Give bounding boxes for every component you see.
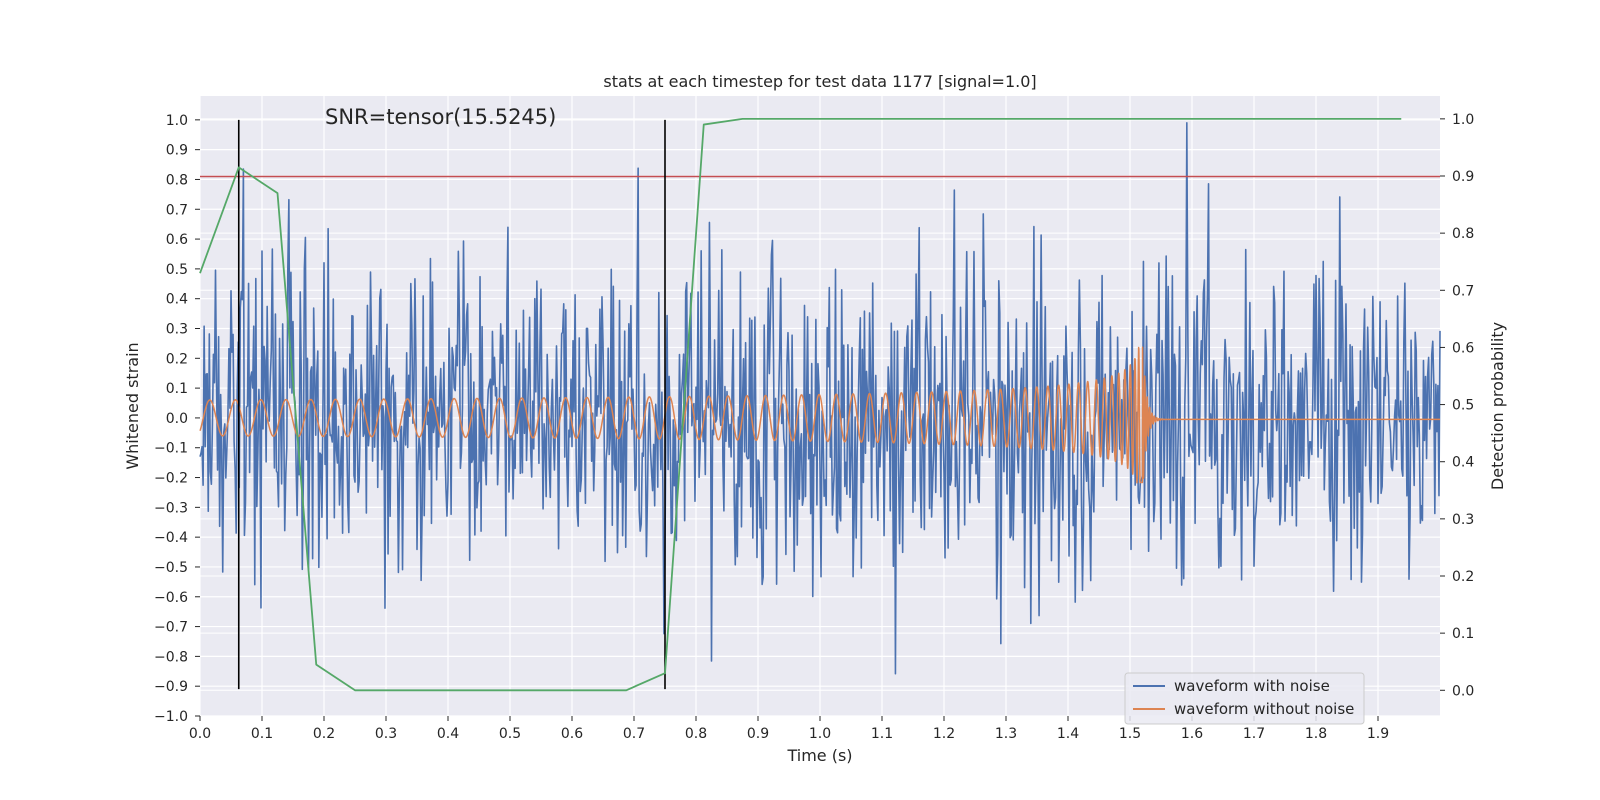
y-axis-label: Whitened strain — [123, 342, 142, 469]
y2-tick-label: 0.8 — [1452, 226, 1474, 242]
x-tick-label: 0.7 — [623, 726, 645, 742]
y-tick-label: −0.5 — [154, 560, 188, 576]
x-tick-label: 0.3 — [375, 726, 397, 742]
y-tick-label: −0.7 — [154, 620, 188, 636]
legend-label-noise: waveform with noise — [1174, 677, 1330, 695]
y-axis-ticks: −1.0 −0.9 −0.8 −0.7 −0.6 −0.5 −0.4 −0.3 −0.2 −0.1… — [154, 113, 200, 725]
y-tick-label: −0.9 — [154, 679, 188, 695]
y-tick-label: 1.0 — [166, 113, 188, 129]
x-tick-label: 1.4 — [1057, 726, 1079, 742]
legend-label-clean: waveform without noise — [1174, 700, 1354, 718]
x-tick-label: 1.2 — [933, 726, 955, 742]
x-tick-label: 0.9 — [747, 726, 769, 742]
y2-tick-label: 0.2 — [1452, 569, 1474, 585]
gridlines — [199, 96, 1440, 717]
y2-tick-label: 0.1 — [1452, 626, 1474, 642]
y2-tick-label: 0.4 — [1452, 455, 1474, 471]
y2-axis-label: Detection probability — [1488, 322, 1507, 490]
x-tick-label: 0.0 — [189, 726, 211, 742]
y2-axis-ticks: 0.0 0.1 0.2 0.3 0.4 0.5 0.6 0.7 0.8 0.9 1.0 — [1440, 112, 1474, 699]
x-tick-label: 1.9 — [1367, 726, 1389, 742]
y-tick-label: −0.2 — [154, 471, 188, 487]
y2-tick-label: 1.0 — [1452, 112, 1474, 128]
y2-tick-label: 0.7 — [1452, 283, 1474, 299]
x-tick-label: 0.8 — [685, 726, 707, 742]
x-tick-label: 0.5 — [499, 726, 521, 742]
y-tick-label: 0.7 — [166, 202, 188, 218]
x-axis-ticks: 0.0 0.1 0.2 0.3 0.4 0.5 0.6 0.7 0.8 0.9 1.0 1.1 1.2 1… — [189, 716, 1389, 742]
x-tick-label: 1.8 — [1305, 726, 1327, 742]
series-noise-line — [199, 122, 1441, 675]
legend: waveform with noise waveform without noi… — [1124, 672, 1365, 725]
y-tick-label: 0.5 — [166, 262, 188, 278]
y2-tick-label: 0.9 — [1452, 169, 1474, 185]
y-tick-label: −0.6 — [154, 590, 188, 606]
x-tick-label: 1.6 — [1181, 726, 1203, 742]
chart-title: stats at each timestep for test data 117… — [603, 72, 1036, 91]
y2-tick-label: 0.5 — [1452, 398, 1474, 414]
y-tick-label: 0.1 — [166, 381, 188, 397]
y-tick-label: −0.3 — [154, 500, 188, 516]
y-tick-label: −0.1 — [154, 441, 188, 457]
x-tick-label: 0.6 — [561, 726, 583, 742]
y2-tick-label: 0.3 — [1452, 512, 1474, 528]
y-tick-label: 0.0 — [166, 411, 188, 427]
y-tick-label: 0.4 — [166, 292, 188, 308]
snr-annotation: SNR=tensor(15.5245) — [325, 105, 556, 129]
x-tick-label: 1.3 — [995, 726, 1017, 742]
x-tick-label: 0.4 — [437, 726, 459, 742]
y-tick-label: 0.6 — [166, 232, 188, 248]
y-tick-label: −1.0 — [154, 709, 188, 725]
y-tick-label: 0.3 — [166, 322, 188, 338]
y-tick-label: −0.4 — [154, 530, 188, 546]
x-tick-label: 1.1 — [871, 726, 893, 742]
y2-tick-label: 0.6 — [1452, 340, 1474, 356]
y-tick-label: 0.8 — [166, 172, 188, 188]
x-tick-label: 1.0 — [809, 726, 831, 742]
x-tick-label: 1.5 — [1119, 726, 1141, 742]
x-tick-label: 0.2 — [313, 726, 335, 742]
y-tick-label: −0.8 — [154, 649, 188, 665]
data-layer — [199, 117, 1441, 692]
y-tick-label: 0.2 — [166, 351, 188, 367]
x-tick-label: 0.1 — [251, 726, 273, 742]
x-tick-label: 1.7 — [1243, 726, 1265, 742]
series-clean-waveform-line — [199, 346, 1441, 484]
x-axis-label: Time (s) — [786, 746, 852, 765]
y2-tick-label: 0.0 — [1452, 683, 1474, 699]
legend-box — [1124, 672, 1365, 725]
y-tick-label: 0.9 — [166, 143, 188, 159]
